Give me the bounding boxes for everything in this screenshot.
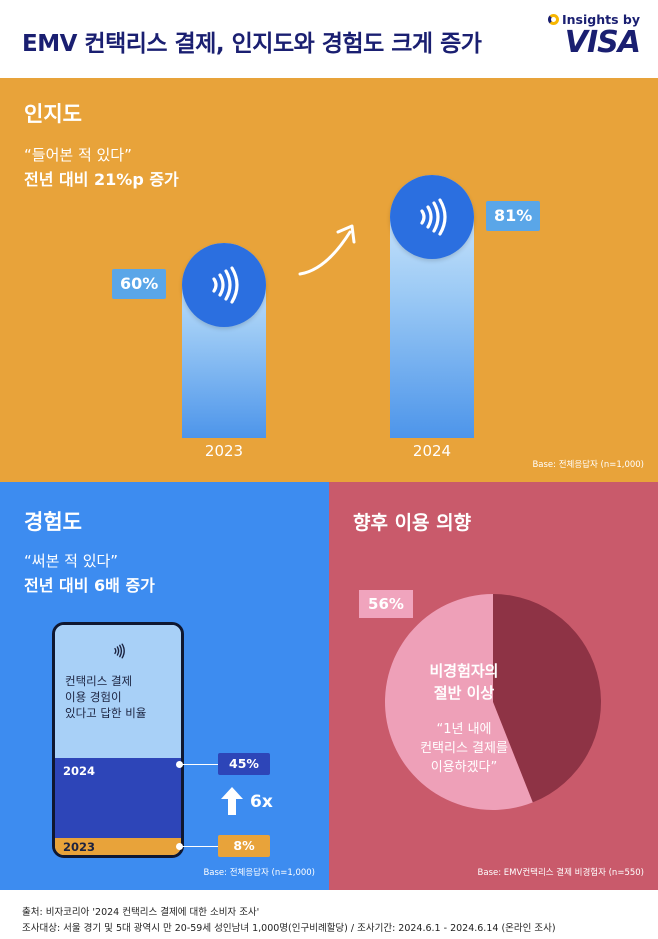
contactless-icon — [390, 174, 474, 259]
pie-quote-line: 이용하겠다” — [430, 760, 498, 775]
experience-2024-label: 45% — [218, 753, 270, 775]
pie-quote: “1년 내에 컨택리스 결제를 이용하겠다” — [379, 720, 549, 777]
arrow-up-icon — [221, 787, 243, 815]
leader-dot-2024 — [176, 761, 183, 768]
contactless-icon — [182, 243, 266, 327]
pie-chart — [385, 594, 601, 810]
awareness-quote: “들어본 적 있다” — [24, 146, 132, 164]
experience-quote: “써본 적 있다” — [24, 552, 119, 570]
awareness-base-note: Base: 전체응답자 (n=1,000) — [532, 460, 644, 470]
experience-claim: 전년 대비 6배 증가 — [24, 576, 155, 595]
awareness-claim: 전년 대비 21%p 증가 — [24, 170, 179, 189]
leader-line-2024 — [180, 764, 218, 765]
bar-experience-2024 — [55, 758, 181, 838]
multiplier-label: 6x — [250, 792, 273, 812]
experience-base-note: Base: 전체응답자 (n=1,000) — [203, 868, 315, 878]
awareness-section: 인지도 “들어본 적 있다” 전년 대비 21%p 증가 60% 2023 81… — [0, 78, 658, 482]
pie-title-line: 절반 이상 — [433, 684, 495, 702]
experience-section: 경험도 “써본 적 있다” 전년 대비 6배 증가 컨택리스 결제 이용 경험이… — [0, 482, 329, 890]
intention-base-note: Base: EMV컨택리스 결제 비경험자 (n=550) — [477, 868, 644, 878]
experience-year-2024: 2024 — [63, 764, 96, 778]
leader-line-2023 — [180, 846, 218, 847]
pie-slice-remainder — [493, 594, 601, 803]
phone-caption-line: 이용 경험이 — [65, 690, 122, 704]
intention-section: 향후 이용 의향 56% 비경험자의 절반 이상 “1년 내에 컨택리스 결제를… — [329, 482, 658, 890]
brand-name: VISA — [564, 25, 641, 60]
contactless-icon — [114, 643, 125, 659]
phone-caption-line: 있다고 답한 비율 — [65, 706, 147, 720]
awareness-2023-label: 60% — [112, 269, 167, 299]
awareness-year-2023: 2023 — [204, 442, 244, 460]
pie-quote-line: “1년 내에 — [436, 722, 492, 737]
page-title: EMV 컨택리스 결제, 인지도와 경험도 크게 증가 — [22, 31, 482, 57]
phone-graphic: 컨택리스 결제 이용 경험이 있다고 답한 비율 2024 2023 — [52, 622, 184, 858]
pie-slice-label: 56% — [359, 590, 413, 618]
experience-title: 경험도 — [24, 510, 82, 534]
leader-dot-2023 — [176, 843, 183, 850]
pie-title-line: 비경험자의 — [429, 662, 499, 680]
curved-arrow-icon — [298, 224, 356, 276]
phone-caption-line: 컨택리스 결제 — [65, 674, 133, 688]
experience-2023-label: 8% — [218, 835, 270, 857]
brand-mark-icon — [548, 14, 559, 25]
bar-experience-2023 — [55, 838, 181, 855]
footer-target: 조사대상: 서울 경기 및 5대 광역시 만 20-59세 성인남녀 1,000… — [22, 923, 556, 934]
experience-year-2023: 2023 — [63, 840, 96, 854]
header: EMV 컨택리스 결제, 인지도와 경험도 크게 증가 Insights by … — [0, 0, 658, 78]
awareness-title: 인지도 — [24, 102, 82, 126]
footer: 출처: 비자코리아 '2024 컨택리스 결제에 대한 소비자 조사' 조사대상… — [0, 890, 658, 939]
pie-title: 비경험자의 절반 이상 — [389, 660, 539, 704]
brand-tagline: Insights by — [548, 12, 640, 27]
brand-logo: Insights by VISA — [530, 12, 641, 60]
awareness-2024-label: 81% — [486, 200, 541, 231]
pie-quote-line: 컨택리스 결제를 — [420, 741, 508, 756]
awareness-year-2024: 2024 — [412, 442, 452, 460]
footer-source: 출처: 비자코리아 '2024 컨택리스 결제에 대한 소비자 조사' — [22, 907, 260, 918]
brand-tagline-text: Insights by — [562, 12, 640, 27]
intention-title: 향후 이용 의향 — [353, 512, 472, 534]
phone-caption: 컨택리스 결제 이용 경험이 있다고 답한 비율 — [65, 673, 146, 721]
pie-slice-56 — [385, 594, 533, 810]
